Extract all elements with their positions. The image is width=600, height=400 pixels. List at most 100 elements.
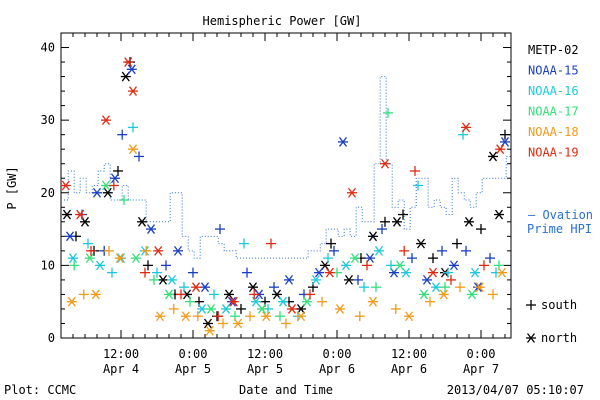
x-tick-time-label: 12:00 (247, 347, 283, 361)
data-point-south (249, 289, 260, 300)
data-point-south (140, 267, 150, 278)
data-point-north (470, 267, 480, 278)
x-tick-time-label: 0:00 (467, 347, 496, 361)
marker-stroke (91, 289, 100, 300)
data-point-south (117, 129, 128, 140)
x-tick-date-label: Apr 4 (103, 362, 139, 376)
marker-stroke (103, 187, 112, 198)
legend-ovation-line1: — Ovation (528, 208, 593, 222)
data-point-north (90, 289, 101, 300)
data-point-south (108, 180, 119, 191)
data-point-north (126, 64, 137, 75)
marker-stroke (181, 311, 190, 322)
y-tick-label: 10 (41, 258, 55, 272)
data-point-south (479, 260, 489, 271)
x-tick-time-label: 0:00 (179, 347, 208, 361)
data-point-north (206, 304, 216, 314)
data-point-north (173, 245, 183, 256)
data-point-north (338, 137, 348, 147)
data-point-south (275, 311, 285, 322)
marker-stroke (395, 260, 405, 271)
marker-stroke (302, 296, 312, 307)
data-point-south (362, 260, 372, 271)
data-point-south (443, 267, 453, 278)
data-point-north (365, 253, 375, 264)
marker-stroke (496, 144, 505, 155)
marker-stroke (404, 311, 414, 322)
data-point-north (146, 224, 156, 234)
marker-stroke (380, 158, 390, 169)
data-point-north (500, 137, 510, 147)
marker-stroke (68, 253, 78, 264)
x-tick-time-label: 12:00 (391, 347, 427, 361)
legend-satellite-label: NOAA-16 (528, 84, 579, 98)
data-point-north (341, 260, 351, 271)
data-point-north (350, 253, 360, 264)
data-point-south (245, 311, 255, 322)
data-point-south (134, 151, 144, 162)
data-point-north (431, 282, 441, 293)
data-point-south (371, 282, 381, 293)
x-tick-time-label: 12:00 (103, 347, 139, 361)
x-tick-date-label: Apr 5 (175, 362, 211, 376)
marker-stroke (200, 282, 210, 293)
data-point-south (399, 245, 410, 256)
marker-stroke (155, 311, 165, 322)
data-point-south (461, 245, 471, 256)
marker-stroke (287, 304, 297, 314)
marker-stroke (314, 267, 324, 278)
marker-stroke (494, 209, 504, 220)
marker-stroke (203, 318, 213, 329)
marker-stroke (191, 282, 201, 293)
legend-marker-label: north (541, 331, 577, 345)
marker-stroke (284, 275, 294, 285)
data-point-north (495, 144, 506, 155)
data-point-north (233, 318, 243, 329)
data-point-south (326, 238, 336, 249)
data-point-south (428, 253, 438, 264)
legend-satellite-label: NOAA-19 (528, 146, 579, 160)
marker-stroke (419, 289, 429, 300)
marker-stroke (278, 296, 288, 307)
marker-stroke (248, 282, 258, 293)
data-point-south (218, 318, 228, 329)
marker-stroke (154, 245, 163, 256)
data-point-north (167, 275, 177, 285)
data-point-south (143, 260, 153, 271)
marker-stroke (464, 216, 474, 227)
legend-satellite-label: NOAA-18 (528, 125, 579, 139)
marker-stroke (431, 282, 441, 293)
data-point-south (83, 238, 93, 249)
marker-stroke (500, 137, 510, 147)
data-point-north (380, 158, 390, 169)
marker-stroke (197, 304, 207, 314)
data-point-south (188, 267, 198, 278)
marker-stroke (110, 173, 120, 184)
x-tick-date-label: Apr 6 (319, 362, 355, 376)
legend-satellite-label: NOAA-17 (528, 105, 579, 119)
y-tick-label: 40 (41, 41, 55, 55)
data-point-south (185, 296, 195, 307)
data-point-south (410, 165, 420, 176)
marker-stroke (115, 253, 124, 264)
legend-satellites: METP-02 NOAA-15 NOAA-16 NOAA-17 NOAA-18 NOAA-… (528, 43, 579, 160)
satellite-points (60, 57, 510, 336)
data-point-north (296, 311, 306, 322)
data-point-north (374, 245, 384, 256)
data-point-north (302, 296, 312, 307)
data-point-north (101, 115, 111, 126)
x-tick-date-label: Apr 7 (463, 362, 499, 376)
data-point-south (437, 245, 447, 256)
data-point-south (455, 282, 465, 293)
data-point-north (335, 304, 345, 314)
data-point-north (467, 289, 477, 300)
data-point-north (66, 296, 77, 307)
ovation-series (64, 76, 511, 259)
data-point-north (261, 311, 272, 322)
marker-stroke (85, 253, 94, 264)
data-point-north (497, 267, 507, 278)
data-point-north (84, 253, 95, 264)
data-point-north (123, 57, 134, 67)
data-point-north (191, 282, 201, 293)
